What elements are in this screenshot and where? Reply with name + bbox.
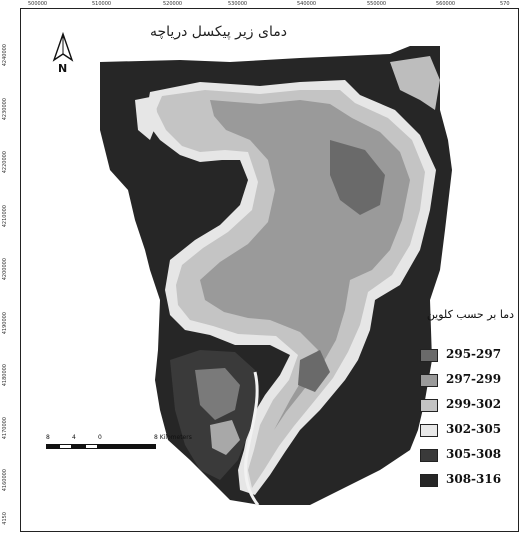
x-tick-label: 530000 bbox=[228, 1, 248, 7]
patch-295-297 bbox=[330, 140, 385, 215]
upper-right-patch bbox=[390, 56, 440, 110]
scale-bar: 8 4 0 8 Kilometers bbox=[46, 434, 216, 460]
legend-swatch bbox=[420, 424, 438, 437]
legend-swatch bbox=[420, 449, 438, 462]
x-tick-label: 520000 bbox=[163, 1, 183, 7]
x-tick-label: 540000 bbox=[297, 1, 317, 7]
north-arrow: N bbox=[50, 32, 76, 80]
scale-tick-label: 8 bbox=[46, 434, 50, 441]
scale-segment bbox=[98, 444, 156, 449]
legend-item: 302-305 bbox=[420, 421, 520, 441]
north-arrow-icon bbox=[52, 32, 74, 62]
legend-item: 305-308 bbox=[420, 446, 520, 466]
x-tick-label: 570 bbox=[500, 1, 510, 7]
x-tick-label: 500000 bbox=[28, 1, 48, 7]
map-title: دمای زیر پیکسل دریاچه bbox=[150, 24, 287, 40]
southern-mottle-light bbox=[210, 420, 240, 455]
scale-segment bbox=[46, 444, 59, 449]
legend: دما بر حسب کلوین 295-297 297-299 299-302… bbox=[410, 308, 520, 498]
scale-tick-label: 0 bbox=[98, 434, 102, 441]
legend-label: 302-305 bbox=[446, 422, 502, 436]
legend-swatch bbox=[420, 474, 438, 487]
x-tick-label: 510000 bbox=[92, 1, 112, 7]
legend-title: دما بر حسب کلوین bbox=[426, 308, 514, 321]
legend-swatch bbox=[420, 399, 438, 412]
legend-label: 295-297 bbox=[446, 347, 502, 361]
scale-segment bbox=[59, 444, 72, 449]
legend-swatch bbox=[420, 349, 438, 362]
legend-item: 308-316 bbox=[420, 471, 520, 491]
legend-item: 299-302 bbox=[420, 396, 520, 416]
legend-item: 297-299 bbox=[420, 371, 520, 391]
scale-segment bbox=[85, 444, 98, 449]
southern-mottle bbox=[195, 368, 240, 420]
channel bbox=[244, 371, 260, 506]
scale-segment bbox=[72, 444, 85, 449]
left-inlet bbox=[135, 96, 158, 140]
legend-label: 297-299 bbox=[446, 372, 502, 386]
scale-tick-label: 8 Kilometers bbox=[154, 434, 192, 441]
x-tick-label: 560000 bbox=[436, 1, 456, 7]
legend-label: 308-316 bbox=[446, 472, 502, 486]
scale-tick-label: 4 bbox=[72, 434, 76, 441]
patch-295-297-south bbox=[298, 350, 330, 392]
x-tick-label: 550000 bbox=[367, 1, 387, 7]
legend-label: 299-302 bbox=[446, 397, 502, 411]
legend-swatch bbox=[420, 374, 438, 387]
legend-label: 305-308 bbox=[446, 447, 502, 461]
legend-item: 295-297 bbox=[420, 346, 520, 366]
map-frame bbox=[20, 8, 519, 532]
north-label: N bbox=[58, 62, 68, 75]
